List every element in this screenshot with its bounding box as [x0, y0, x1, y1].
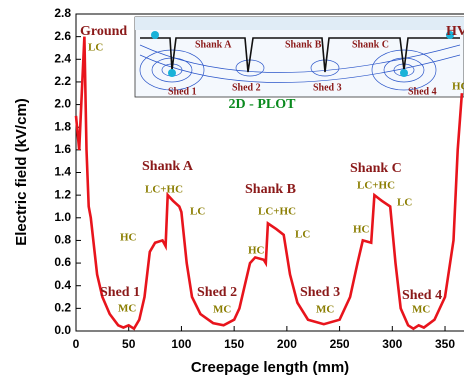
page: Shank A Shank B Shank C Shed 1 Shed 2 Shed 3 S…	[0, 0, 464, 385]
x-tick-label: 200	[277, 337, 297, 351]
annotation: Shank B	[245, 182, 296, 197]
annotation: MC	[316, 304, 334, 316]
inset-label: Shed 2	[232, 82, 261, 93]
annotation: LC+HC	[258, 206, 296, 218]
inset-label: Shank C	[352, 39, 389, 50]
x-tick-label: 300	[382, 337, 402, 351]
x-tick-label: 50	[122, 337, 136, 351]
inset-title: 2D - PLOT	[229, 97, 297, 112]
annotation: Shed 3	[300, 285, 340, 300]
inset-label: Shed 3	[313, 82, 342, 93]
chart: Shank A Shank B Shank C Shed 1 Shed 2 Shed 3 S…	[0, 0, 464, 385]
annotation: HC	[452, 81, 464, 93]
inset-label: Shed 4	[408, 86, 437, 97]
annotation: Shank A	[142, 159, 194, 174]
y-tick-label: 2.4	[54, 51, 71, 65]
annotation: LC+HC	[145, 184, 183, 196]
y-tick-label: 2.6	[54, 29, 71, 43]
annotation: HC	[353, 224, 370, 236]
y-tick-label: 2.2	[54, 74, 71, 88]
annotation: LC	[397, 197, 412, 209]
annotation: Shed 2	[197, 285, 237, 300]
x-tick-label: 250	[330, 337, 350, 351]
y-tick-label: 1.4	[54, 165, 71, 179]
annotation: Shed 4	[402, 288, 442, 303]
x-axis-label: Creepage length (mm)	[191, 359, 349, 376]
y-tick-label: 0.4	[54, 278, 71, 292]
x-tick-label: 350	[435, 337, 455, 351]
y-tick-label: 1.0	[54, 210, 71, 224]
annotation: Shank C	[350, 161, 402, 176]
y-tick-label: 1.8	[54, 119, 71, 133]
annotation: MC	[412, 304, 430, 316]
annotation: HV	[446, 24, 464, 39]
inset-label: Shed 1	[168, 86, 197, 97]
y-tick-label: 0.8	[54, 233, 71, 247]
y-tick-label: 2.8	[54, 6, 71, 20]
annotation: Shed 1	[100, 285, 140, 300]
annotation: Ground	[80, 24, 127, 39]
inset-plot: Shank A Shank B Shank C Shed 1 Shed 2 Shed 3 S…	[135, 17, 464, 112]
y-tick-label: 1.6	[54, 142, 71, 156]
annotation: MC	[118, 303, 136, 315]
y-tick-label: 2.0	[54, 97, 71, 111]
annotation: LC	[88, 42, 103, 54]
x-tick-label: 100	[171, 337, 191, 351]
annotation: MC	[213, 304, 231, 316]
x-tick-label: 150	[224, 337, 244, 351]
annotation: LC	[190, 206, 205, 218]
y-tick-label: 1.2	[54, 187, 71, 201]
annotation: LC	[295, 229, 310, 241]
y-tick-label: 0.6	[54, 255, 71, 269]
annotation: LC+HC	[357, 180, 395, 192]
inset-label: Shank B	[285, 39, 322, 50]
y-tick-label: 0.2	[54, 301, 71, 315]
annotation: HC	[248, 245, 265, 257]
y-tick-label: 0.0	[54, 323, 71, 337]
x-tick-label: 0	[73, 337, 80, 351]
y-axis-label: Electric field (kV/cm)	[13, 98, 30, 246]
annotation: HC	[120, 232, 137, 244]
inset-label: Shank A	[195, 39, 232, 50]
